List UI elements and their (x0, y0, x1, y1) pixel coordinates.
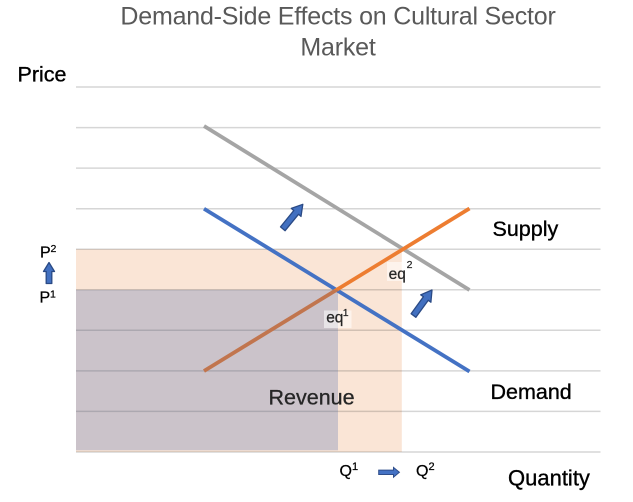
svg-text:Demand-Side Effects on Cultura: Demand-Side Effects on Cultural Sector (120, 3, 555, 31)
svg-text:P: P (40, 290, 51, 307)
svg-text:Q: Q (416, 463, 428, 480)
svg-text:Quantity: Quantity (508, 466, 590, 491)
svg-text:1: 1 (352, 461, 358, 473)
svg-text:P: P (40, 245, 51, 262)
svg-text:Q: Q (340, 463, 352, 480)
svg-text:2: 2 (429, 461, 435, 473)
svg-text:Price: Price (18, 63, 67, 87)
svg-text:2: 2 (407, 259, 413, 271)
svg-text:1: 1 (343, 307, 349, 319)
svg-text:1: 1 (50, 289, 56, 301)
svg-text:Supply: Supply (493, 217, 559, 241)
svg-text:Revenue: Revenue (269, 386, 355, 410)
svg-text:eq: eq (326, 309, 343, 326)
svg-text:Demand: Demand (491, 380, 572, 404)
svg-text:2: 2 (51, 243, 57, 255)
svg-text:eq: eq (389, 266, 406, 283)
svg-text:Market: Market (300, 34, 375, 62)
